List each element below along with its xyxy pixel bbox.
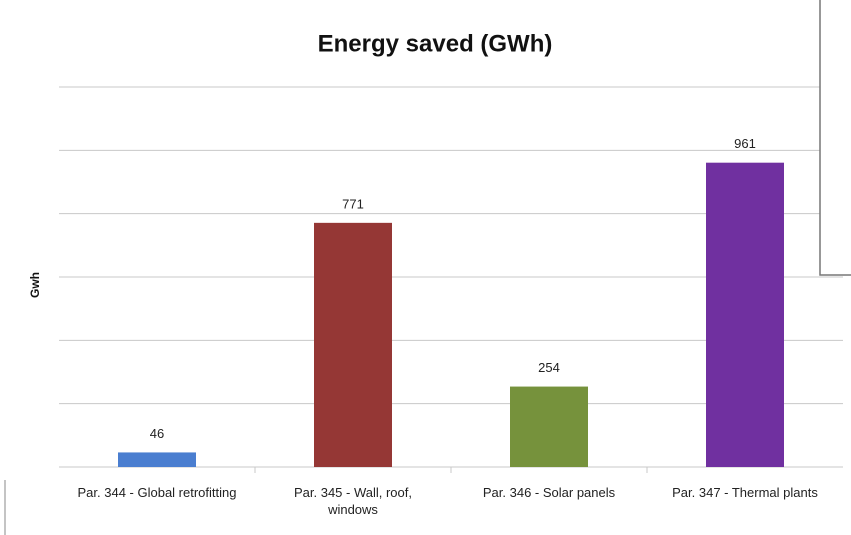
x-tick-label: Par. 346 - Solar panels <box>482 485 616 500</box>
data-label: 771 <box>342 196 364 211</box>
data-label: 46 <box>150 426 164 441</box>
data-label: 961 <box>734 136 756 151</box>
x-tick-label: Par. 344 - Global retrofitting <box>77 485 237 500</box>
bar <box>314 222 392 467</box>
bar <box>118 452 196 467</box>
chart-title: Energy saved (GWh) <box>318 30 553 57</box>
bar <box>706 162 784 467</box>
x-tick-label: Par. 347 - Thermal plants <box>672 485 818 500</box>
data-label: 254 <box>538 360 560 375</box>
x-tick-label: Par. 345 - Wall, roof, windows <box>293 485 412 517</box>
bar <box>510 386 588 467</box>
y-axis-label: Gwh <box>28 272 42 298</box>
overlay-panel <box>819 0 851 276</box>
